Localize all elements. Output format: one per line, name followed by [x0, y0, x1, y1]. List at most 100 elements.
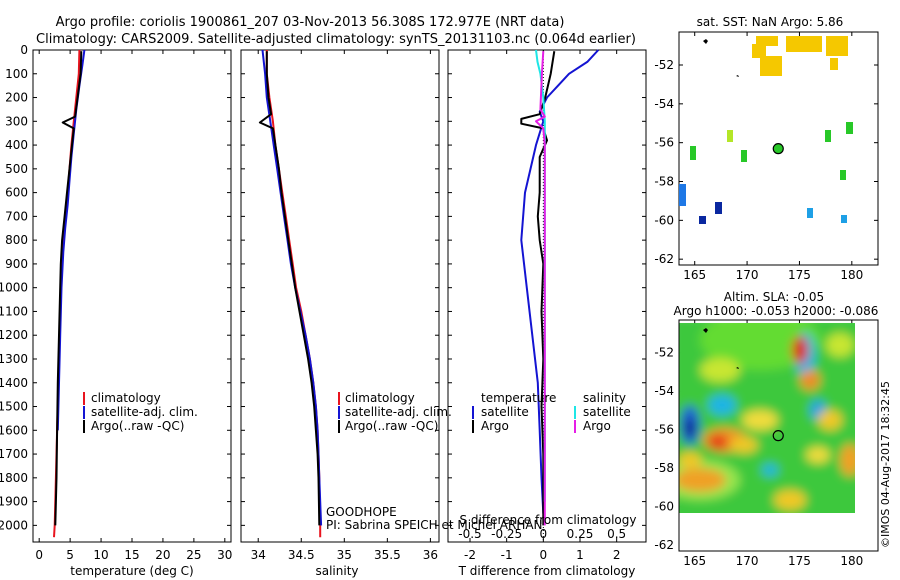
depth-tick-label: 100: [5, 67, 28, 81]
x-tick-label: 10: [93, 548, 108, 562]
x-tick-label: 1: [576, 548, 584, 562]
x-tick-label: 15: [124, 548, 139, 562]
sla-feature: [826, 333, 854, 357]
sst-map-title: sat. SST: NaN Argo: 5.86: [697, 15, 844, 29]
x-tick-label: 35.5: [374, 548, 401, 562]
map-x-tick-label: 170: [736, 268, 759, 282]
sla-feature: [792, 336, 808, 364]
depth-tick-label: 800: [5, 233, 28, 247]
depth-tick-label: 1300: [0, 352, 28, 366]
sla-map-border: [678, 319, 879, 552]
sla-feature: [679, 452, 702, 468]
salinity-axis-label: salinity: [315, 564, 358, 578]
map-y-tick-label: -52: [654, 58, 674, 72]
sst-patch: [690, 146, 696, 160]
depth-tick-label: 1500: [0, 400, 28, 414]
sla-feature: [800, 370, 820, 390]
sst-patch: [715, 202, 722, 214]
legend-label-sal-satellite: satellite: [583, 405, 631, 419]
difference-profile-plot: -2 -1 0 1 2 -0.5 -0.25 0 0.25 0.5: [448, 49, 646, 562]
legend-label-temp-satellite: satellite: [481, 405, 529, 419]
temperature-axis-label: temperature (deg C): [70, 564, 193, 578]
series-line: [54, 51, 83, 526]
map-y-tick-label: -52: [654, 346, 674, 360]
timestamp-label: ©IMOS 04-Aug-2017 18:32:45: [879, 381, 892, 548]
map-x-tick-label: 180: [840, 554, 863, 568]
sst-patch: [756, 36, 778, 46]
sst-patch: [679, 184, 686, 206]
s-difference-tick-label: -0.25: [491, 527, 522, 541]
island-marker: [736, 75, 739, 77]
sla-feature: [700, 323, 820, 370]
depth-tick-label: 300: [5, 114, 28, 128]
depth-tick-label: 1900: [0, 495, 28, 509]
sla-feature: [708, 434, 728, 450]
island-marker: [736, 367, 739, 369]
legend-label-climatology: climatology: [91, 391, 161, 405]
sst-patch: [699, 216, 706, 224]
temperature-panel-frame: [32, 49, 232, 543]
depth-tick-label: 200: [5, 91, 28, 105]
map-x-tick-label: 175: [788, 554, 811, 568]
x-tick-label: 36: [423, 548, 438, 562]
x-tick-label: 0: [35, 548, 43, 562]
sst-patch: [727, 130, 733, 142]
sst-patch: [752, 44, 766, 58]
x-tick-label: 2: [613, 548, 621, 562]
s-difference-tick-label: 0.25: [567, 527, 594, 541]
sst-patch: [826, 36, 848, 56]
sla-map-subtitle: Argo h1000: -0.053 h2000: -0.086: [674, 304, 879, 318]
s-difference-axis-label: S difference from climatology: [460, 513, 637, 527]
sla-feature: [806, 447, 830, 463]
x-tick-label: -2: [464, 548, 476, 562]
map-x-tick-label: 165: [683, 268, 706, 282]
x-tick-label: 30: [217, 548, 232, 562]
depth-tick-label: 600: [5, 186, 28, 200]
map-y-tick-label: -60: [654, 500, 674, 514]
s-difference-tick-label: 0: [540, 527, 548, 541]
depth-tick-label: 1800: [0, 471, 28, 485]
x-tick-label: -1: [501, 548, 513, 562]
depth-tick-label: 400: [5, 138, 28, 152]
map-x-tick-label: 165: [683, 554, 706, 568]
depth-tick-label: 1000: [0, 281, 28, 295]
island-marker: [703, 39, 708, 44]
sla-feature: [700, 358, 740, 382]
sst-patch: [846, 122, 853, 134]
sst-patch: [741, 150, 747, 162]
sst-patch: [760, 56, 782, 76]
sla-map-plot: 165 170 175 180 -52 -54 -56 -58 -60 -62: [654, 319, 879, 568]
x-tick-label: 5: [66, 548, 74, 562]
map-x-tick-label: 175: [788, 268, 811, 282]
legend-label-satellite: satellite-adj. clim.: [91, 405, 198, 419]
sst-patch: [841, 215, 847, 223]
sla-feature: [840, 444, 855, 476]
map-y-tick-label: -56: [654, 136, 674, 150]
temperature-legend: climatology satellite-adj. clim. Argo(..…: [83, 391, 198, 433]
salinity-legend: climatology satellite-adj. clim. Argo(..…: [338, 391, 452, 433]
sla-feature: [685, 418, 695, 438]
salinity-panel-frame: [240, 49, 440, 543]
series-line: [265, 50, 322, 538]
series-line: [520, 49, 600, 514]
sst-patch: [807, 208, 813, 218]
t-difference-axis-label: T difference from climatology: [458, 564, 636, 578]
x-tick-label: 34.5: [288, 548, 315, 562]
sla-map-title: Altim. SLA: -0.05: [724, 290, 824, 304]
legend-label-satellite: satellite-adj. clim.: [345, 405, 452, 419]
x-tick-label: 35: [337, 548, 352, 562]
depth-tick-label: 1100: [0, 304, 28, 318]
map-y-tick-label: -54: [654, 97, 674, 111]
sla-field: [679, 323, 855, 513]
sla-feature: [762, 464, 778, 476]
salinity-profile-plot: 34 34.5 35 35.5 36: [241, 49, 439, 562]
sst-patch: [825, 130, 831, 142]
sst-patch: [840, 170, 846, 180]
sla-no-data-bottom: [679, 513, 879, 551]
legend-label-climatology: climatology: [345, 391, 415, 405]
depth-tick-label: 2000: [0, 518, 28, 532]
depth-tick-label: 1600: [0, 423, 28, 437]
depth-tick-label: 1200: [0, 328, 28, 342]
sst-patch: [830, 58, 838, 70]
series-line: [535, 51, 546, 526]
